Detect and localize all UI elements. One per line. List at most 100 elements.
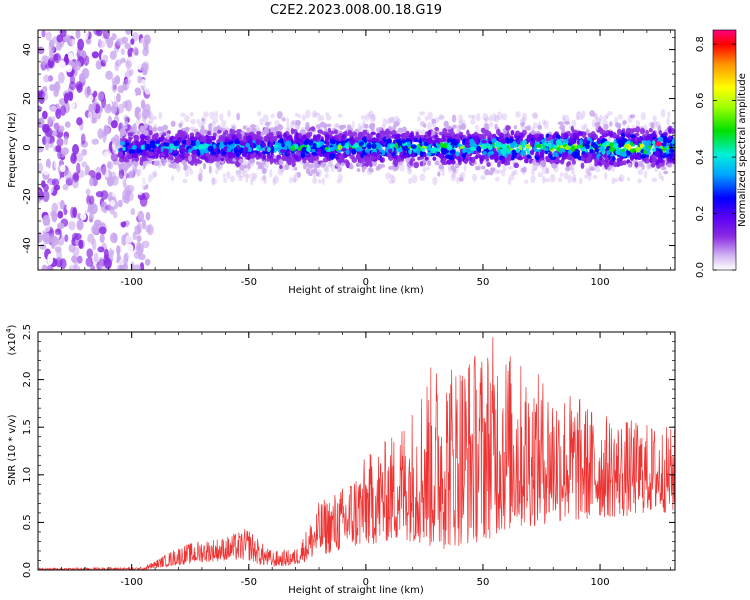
figure-title: C2E2.2023.008.00.18.G19 (270, 3, 442, 18)
heatmap-cell (635, 126, 641, 133)
heatmap-cell (42, 190, 50, 203)
heatmap-cell (369, 113, 376, 123)
heatmap-cell (463, 158, 468, 165)
heatmap-cell (291, 166, 296, 171)
heatmap-cell (118, 163, 124, 168)
heatmap-cell (606, 150, 611, 155)
heatmap-cell (189, 169, 194, 176)
heatmap-cell (141, 177, 146, 184)
heatmap-cell (147, 110, 154, 120)
heatmap-cell (143, 123, 148, 130)
heatmap-cell (227, 109, 231, 118)
heatmap-cell (79, 177, 86, 188)
heatmap-cell (269, 158, 274, 165)
heatmap-cell (484, 119, 488, 124)
heatmap-cell (305, 122, 310, 129)
heatmap-cell (576, 111, 582, 120)
heatmap-cell (286, 117, 290, 127)
heatmap-cell (272, 177, 276, 186)
heatmap-cell (59, 199, 65, 210)
heatmap-cell (223, 177, 228, 184)
heatmap-cell (261, 142, 267, 148)
heatmap-cell (604, 140, 611, 146)
heatmap-cell (42, 214, 51, 227)
heatmap-cell (319, 114, 325, 122)
heatmap-cell (460, 172, 466, 179)
heatmap-cell (601, 130, 607, 135)
heatmap-cell (107, 161, 114, 170)
heatmap-cell (181, 134, 185, 140)
heatmap-cell (359, 125, 365, 132)
heatmap-cell (617, 114, 623, 120)
heatmap-cell (344, 170, 350, 176)
heatmap-cell (87, 111, 93, 123)
heatmap-cell (102, 54, 109, 64)
heatmap-cell (314, 135, 321, 142)
heatmap-cell (290, 145, 296, 152)
heatmap-cell (299, 140, 304, 146)
heatmap-cell (132, 231, 137, 241)
heatmap-cell (137, 210, 145, 223)
heatmap-cell (118, 151, 123, 158)
heatmap-cell (42, 166, 51, 176)
heatmap-cell (178, 153, 185, 158)
heatmap-cell (502, 138, 506, 145)
heatmap-cell (438, 164, 445, 170)
heatmap-cell (136, 130, 141, 136)
heatmap-cell (539, 151, 545, 159)
heatmap-cell (421, 147, 425, 153)
heatmap-cell (43, 74, 51, 83)
heatmap-cell (438, 115, 445, 121)
heatmap-cell (411, 151, 415, 158)
heatmap-cell (438, 114, 445, 120)
heatmap-cell (253, 173, 258, 180)
heatmap-cell (136, 169, 142, 176)
heatmap-cell (482, 151, 487, 155)
heatmap-cell (662, 136, 669, 143)
heatmap-cell (137, 75, 142, 84)
heatmap-cell (543, 120, 549, 130)
heatmap-cell (100, 77, 108, 89)
heatmap-cell (312, 142, 317, 149)
heatmap-cell (221, 119, 227, 128)
heatmap-cell (115, 182, 122, 192)
heatmap-cell (494, 114, 500, 123)
heatmap-cell (54, 81, 60, 91)
heatmap-cell (360, 152, 364, 159)
heatmap-cell (325, 140, 330, 147)
heatmap-cell (652, 130, 656, 137)
heatmap-cell (38, 162, 44, 174)
heatmap-cell (642, 141, 649, 146)
heatmap-cell (351, 120, 355, 129)
heatmap-cell (539, 133, 544, 139)
heatmap-cell (218, 143, 225, 150)
heatmap-cell (158, 111, 163, 120)
heatmap-cell (439, 153, 445, 159)
heatmap-cell (72, 246, 80, 257)
heatmap-cell (542, 119, 546, 126)
heatmap-cell (258, 135, 263, 141)
heatmap-cell (647, 162, 652, 169)
heatmap-cell (298, 133, 303, 139)
heatmap-cell (41, 30, 46, 38)
heatmap-cell (147, 130, 153, 136)
heatmap-cell (91, 238, 97, 251)
heatmap-cell (312, 156, 316, 161)
heatmap-cell (196, 150, 201, 157)
heatmap-cell (488, 121, 494, 128)
heatmap-cell (335, 154, 339, 160)
heatmap-cell (308, 163, 314, 169)
heatmap-cell (497, 161, 501, 168)
heatmap-cell (41, 55, 48, 66)
heatmap-cell (172, 145, 177, 151)
heatmap-cell (238, 135, 243, 142)
heatmap-cell (54, 184, 61, 191)
heatmap-cell (452, 124, 457, 129)
heatmap-cell (327, 162, 333, 167)
heatmap-cell (346, 124, 352, 131)
heatmap-cell (417, 116, 421, 122)
heatmap-cell (49, 116, 56, 123)
heatmap-cell (629, 148, 636, 153)
heatmap-cell (162, 132, 167, 137)
heatmap-cell (531, 159, 537, 166)
